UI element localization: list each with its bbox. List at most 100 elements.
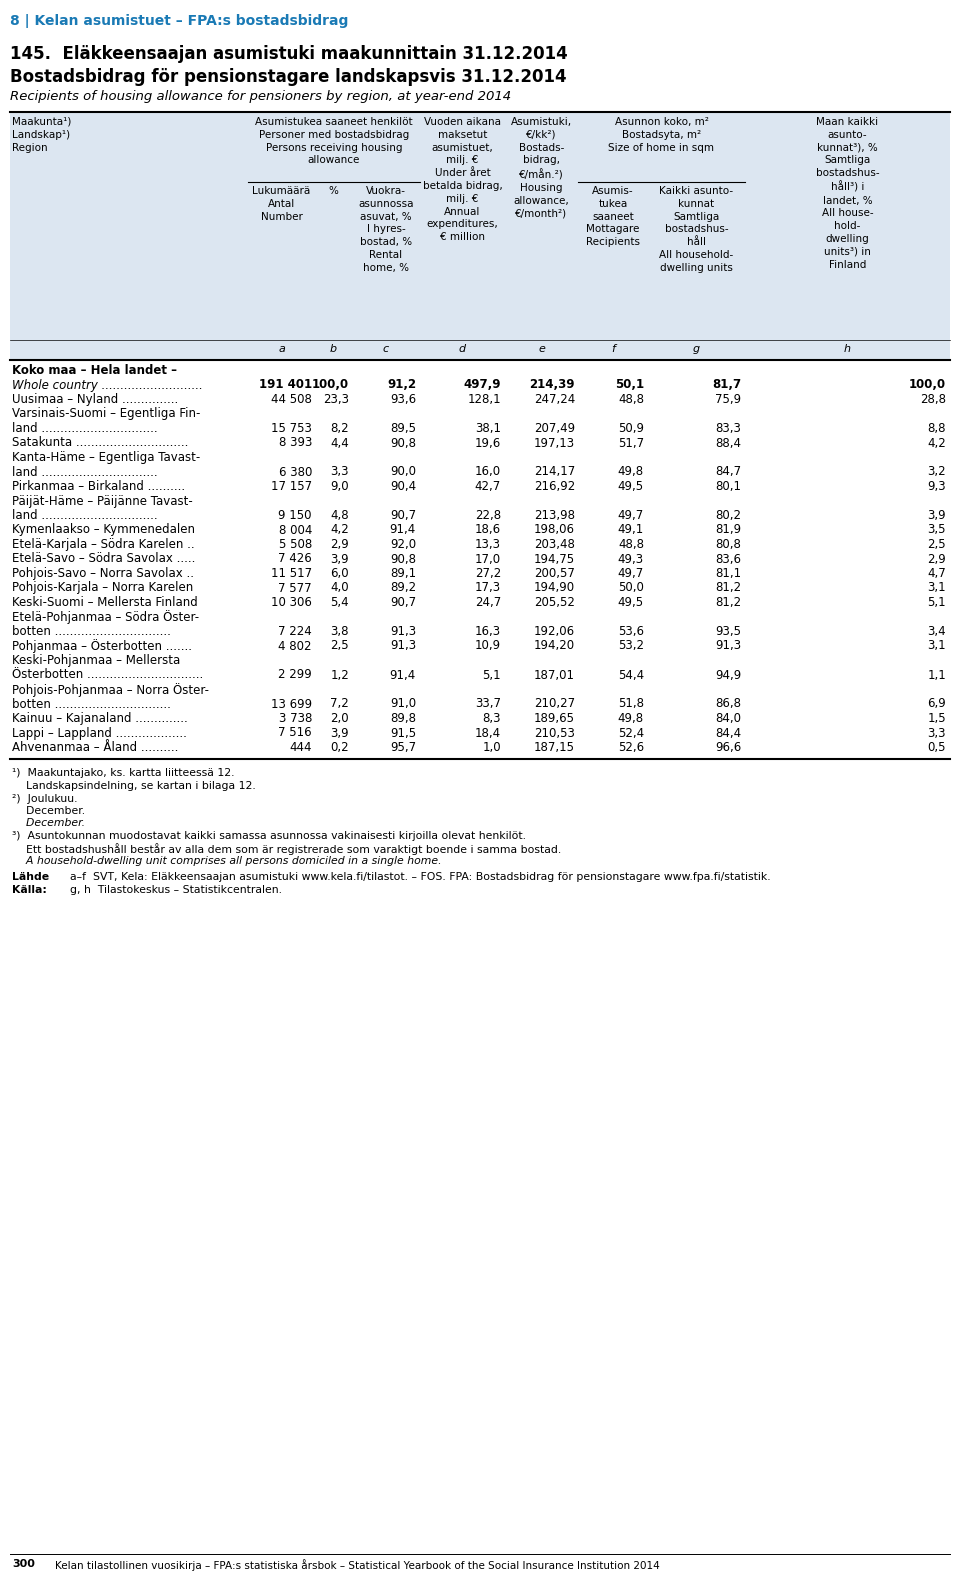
Text: 191 401: 191 401 — [259, 378, 312, 391]
Text: land ...............................: land ............................... — [12, 465, 157, 478]
Text: 42,7: 42,7 — [475, 479, 501, 494]
Text: Whole country ...........................: Whole country ..........................… — [12, 378, 203, 391]
Text: 145.  Eläkkeensaajan asumistuki maakunnittain 31.12.2014: 145. Eläkkeensaajan asumistuki maakunnit… — [10, 44, 567, 63]
Text: Etelä-Pohjanmaa – Södra Öster-: Etelä-Pohjanmaa – Södra Öster- — [12, 611, 199, 625]
Text: 2 299: 2 299 — [278, 669, 312, 682]
Text: 192,06: 192,06 — [534, 625, 575, 638]
Text: Österbotten ...............................: Österbotten ............................… — [12, 669, 204, 682]
Text: 4,2: 4,2 — [330, 524, 349, 536]
Text: 9 150: 9 150 — [278, 509, 312, 522]
Text: 49,8: 49,8 — [618, 712, 644, 725]
Text: 80,1: 80,1 — [715, 479, 741, 494]
Text: 24,7: 24,7 — [475, 596, 501, 609]
Text: 203,48: 203,48 — [534, 538, 575, 551]
Text: 84,4: 84,4 — [715, 726, 741, 739]
Text: 53,6: 53,6 — [618, 625, 644, 638]
Text: 6 380: 6 380 — [278, 465, 312, 478]
Text: 3,1: 3,1 — [927, 582, 946, 595]
Text: 91,3: 91,3 — [715, 639, 741, 652]
Text: Kaikki asunto-
kunnat
Samtliga
bostadshus-
håll
All household-
dwelling units: Kaikki asunto- kunnat Samtliga bostadshu… — [660, 187, 733, 272]
Text: 16,3: 16,3 — [475, 625, 501, 638]
Text: Koko maa – Hela landet –: Koko maa – Hela landet – — [12, 364, 177, 377]
Text: Kainuu – Kajanaland ..............: Kainuu – Kajanaland .............. — [12, 712, 188, 725]
Text: 49,7: 49,7 — [617, 566, 644, 581]
Text: 1,5: 1,5 — [927, 712, 946, 725]
Text: 13 699: 13 699 — [271, 698, 312, 710]
Text: 1,1: 1,1 — [927, 669, 946, 682]
Text: Asumis-
tukea
saaneet
Mottagare
Recipients: Asumis- tukea saaneet Mottagare Recipien… — [586, 187, 640, 247]
Text: 88,4: 88,4 — [715, 437, 741, 449]
Text: 17 157: 17 157 — [271, 479, 312, 494]
Text: 3,8: 3,8 — [330, 625, 349, 638]
Text: 3,3: 3,3 — [927, 726, 946, 739]
Text: 8 393: 8 393 — [278, 437, 312, 449]
Text: 54,4: 54,4 — [618, 669, 644, 682]
Text: A household-dwelling unit comprises all persons domiciled in a single home.: A household-dwelling unit comprises all … — [12, 856, 442, 865]
Text: 80,2: 80,2 — [715, 509, 741, 522]
Text: Satakunta ..............................: Satakunta .............................. — [12, 437, 188, 449]
Text: 194,90: 194,90 — [534, 582, 575, 595]
Text: 51,7: 51,7 — [618, 437, 644, 449]
Text: 213,98: 213,98 — [534, 509, 575, 522]
Text: 92,0: 92,0 — [390, 538, 416, 551]
Text: 8,3: 8,3 — [483, 712, 501, 725]
Text: Vuokra-
asunnossa
asuvat, %
l hyres-
bostad, %
Rental
home, %: Vuokra- asunnossa asuvat, % l hyres- bos… — [358, 187, 414, 272]
Text: 3,2: 3,2 — [927, 465, 946, 478]
Text: 4,0: 4,0 — [330, 582, 349, 595]
Text: 84,0: 84,0 — [715, 712, 741, 725]
Text: 9,0: 9,0 — [330, 479, 349, 494]
Text: a–f  SVT, Kela: Eläkkeensaajan asumistuki www.kela.fi/tilastot. – FOS. FPA: Bost: a–f SVT, Kela: Eläkkeensaajan asumistuki… — [70, 873, 771, 883]
Text: 8 004: 8 004 — [278, 524, 312, 536]
Text: g, h  Tilastokeskus – Statistikcentralen.: g, h Tilastokeskus – Statistikcentralen. — [70, 884, 282, 895]
Text: 6,9: 6,9 — [927, 698, 946, 710]
Text: botten ...............................: botten ............................... — [12, 698, 171, 710]
Text: 9,3: 9,3 — [927, 479, 946, 494]
Text: 189,65: 189,65 — [534, 712, 575, 725]
Text: 13,3: 13,3 — [475, 538, 501, 551]
Text: 49,8: 49,8 — [618, 465, 644, 478]
Text: 1,0: 1,0 — [482, 740, 501, 755]
Text: 51,8: 51,8 — [618, 698, 644, 710]
Text: ³)  Asuntokunnan muodostavat kaikki samassa asunnossa vakinaisesti kirjoilla ole: ³) Asuntokunnan muodostavat kaikki samas… — [12, 831, 526, 842]
Text: 91,2: 91,2 — [387, 378, 416, 391]
Text: Kelan tilastollinen vuosikirja – FPA:s statistiska årsbok – Statistical Yearbook: Kelan tilastollinen vuosikirja – FPA:s s… — [55, 1558, 660, 1571]
Text: 52,6: 52,6 — [618, 740, 644, 755]
Text: 84,7: 84,7 — [715, 465, 741, 478]
Text: 90,0: 90,0 — [390, 465, 416, 478]
Text: 3,9: 3,9 — [330, 726, 349, 739]
Text: 7 426: 7 426 — [278, 552, 312, 565]
Text: 5,4: 5,4 — [330, 596, 349, 609]
Text: Ahvenanmaa – Åland ..........: Ahvenanmaa – Åland .......... — [12, 740, 179, 755]
Text: Etelä-Karjala – Södra Karelen ..: Etelä-Karjala – Södra Karelen .. — [12, 538, 195, 551]
Text: 94,9: 94,9 — [715, 669, 741, 682]
Text: Maakunta¹)
Landskap¹)
Region: Maakunta¹) Landskap¹) Region — [12, 117, 71, 152]
Text: 300: 300 — [12, 1558, 35, 1569]
Text: 91,4: 91,4 — [390, 669, 416, 682]
Text: 2,9: 2,9 — [927, 552, 946, 565]
Text: 6,0: 6,0 — [330, 566, 349, 581]
Text: 49,7: 49,7 — [617, 509, 644, 522]
Text: Pirkanmaa – Birkaland ..........: Pirkanmaa – Birkaland .......... — [12, 479, 185, 494]
Text: c: c — [383, 343, 389, 354]
Text: 28,8: 28,8 — [920, 392, 946, 407]
Text: Etelä-Savo – Södra Savolax .....: Etelä-Savo – Södra Savolax ..... — [12, 552, 196, 565]
Text: 91,4: 91,4 — [390, 524, 416, 536]
Text: Recipients of housing allowance for pensioners by region, at year-end 2014: Recipients of housing allowance for pens… — [10, 90, 511, 103]
Text: 95,7: 95,7 — [390, 740, 416, 755]
Text: 90,8: 90,8 — [390, 437, 416, 449]
Text: 91,3: 91,3 — [390, 639, 416, 652]
Text: Vuoden aikana
maksetut
asumistuet,
milj. €
Under året
betalda bidrag,
milj. €
An: Vuoden aikana maksetut asumistuet, milj.… — [422, 117, 502, 242]
Text: 50,1: 50,1 — [614, 378, 644, 391]
Text: Källa:: Källa: — [12, 884, 47, 895]
Text: 49,5: 49,5 — [618, 596, 644, 609]
Text: 38,1: 38,1 — [475, 422, 501, 435]
Text: 81,1: 81,1 — [715, 566, 741, 581]
Text: Lukumäärä
Antal
Number: Lukumäärä Antal Number — [252, 187, 311, 221]
Text: 52,4: 52,4 — [618, 726, 644, 739]
Text: 5,1: 5,1 — [482, 669, 501, 682]
Text: 93,5: 93,5 — [715, 625, 741, 638]
Text: 3,3: 3,3 — [330, 465, 349, 478]
Text: 2,9: 2,9 — [330, 538, 349, 551]
Text: 2,5: 2,5 — [927, 538, 946, 551]
Text: 15 753: 15 753 — [271, 422, 312, 435]
